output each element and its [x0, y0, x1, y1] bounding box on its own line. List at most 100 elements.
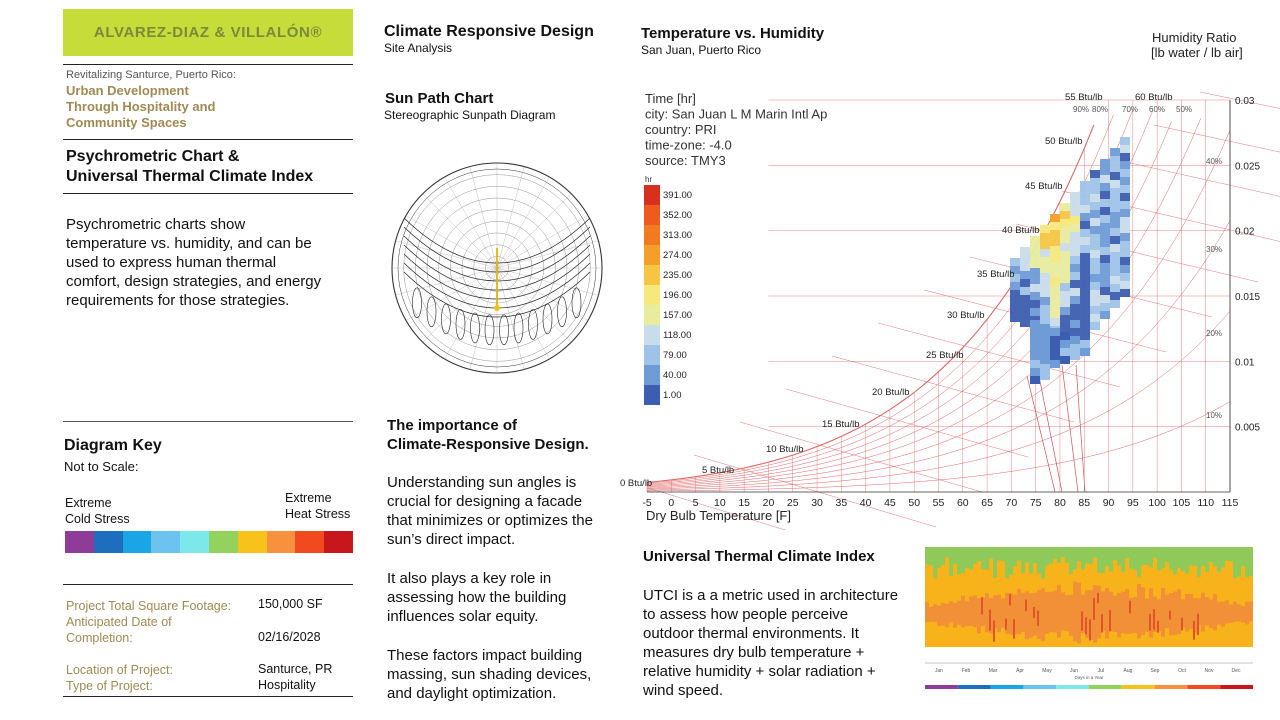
utci-cell [1141, 587, 1145, 636]
enthalpy-line [647, 487, 787, 530]
heat-cell [1080, 205, 1090, 213]
utci-cell [1221, 601, 1225, 627]
heat-cell [1050, 344, 1060, 352]
heat-cell [1080, 348, 1090, 356]
heat-cell [1050, 230, 1060, 238]
info-label-location: Location of Project: [66, 663, 174, 677]
heat-cell [1110, 156, 1120, 164]
heat-cell [1100, 223, 1110, 231]
heat-cell [1100, 295, 1110, 303]
x-axis-label: Dry Bulb Temperature [F] [646, 508, 791, 523]
azimuth-line [496, 215, 589, 269]
chart-info-line: time-zone: -4.0 [645, 138, 732, 153]
info-value-sqft: 150,000 SF [258, 597, 323, 611]
heat-cell [1030, 244, 1040, 252]
x-tick-label: 110 [1197, 497, 1214, 509]
psychro-subtitle: San Juan, Puerto Rico [641, 43, 762, 57]
heat-cell [1090, 258, 1100, 266]
utci-cell [1153, 547, 1157, 558]
heat-cell [1120, 209, 1130, 217]
utci-cell [1081, 547, 1085, 570]
heat-cell [1060, 356, 1070, 364]
heat-cell [1110, 172, 1120, 180]
rh-label: 80% [1092, 105, 1108, 114]
info-value-type: Hospitality [258, 678, 316, 692]
utci-cell [1069, 547, 1073, 575]
utci-heatmap: Jan Feb Mar Apr May Jun Jul Aug Sep Oct Nov Dec Days… [925, 547, 1253, 689]
heat-cell [1050, 328, 1060, 336]
rh-label: 50% [1176, 105, 1192, 114]
key-right-line: Heat Stress [285, 507, 351, 521]
utci-cell [1181, 617, 1183, 631]
heat-cell [1050, 222, 1060, 230]
heat-cell [1060, 323, 1070, 331]
legend-swatch [644, 185, 660, 205]
utci-line: measures dry bulb temperature + [643, 644, 865, 661]
heat-cell [1040, 313, 1050, 321]
utci-month-label: Jan [935, 668, 943, 674]
utci-cell [1141, 547, 1145, 565]
utci-cell [1213, 593, 1217, 631]
heat-cell [1120, 193, 1130, 201]
utci-cell [1037, 547, 1041, 574]
legend-value: 118.00 [663, 330, 691, 341]
utci-cell [1029, 547, 1033, 574]
info-label-sqft: Project Total Square Footage: [66, 599, 232, 613]
utci-cell [1209, 599, 1213, 629]
y-tick-label: 0.02 [1235, 227, 1255, 238]
heat-cell [1030, 252, 1040, 260]
sidebar: ALVAREZ-DIAZ & VILLALÓN® Revitalizing Sa… [0, 0, 360, 720]
heat-cell [1050, 286, 1060, 294]
x-tick-label: 95 [1127, 497, 1139, 509]
heat-cell [1040, 289, 1050, 297]
heat-cell [1020, 287, 1030, 295]
utci-cell [1013, 547, 1017, 567]
key-color-bar [65, 531, 353, 553]
utci-cell [1009, 593, 1013, 635]
key-title: Diagram Key [64, 437, 162, 454]
chart-info-line: city: San Juan L M Marin Intl Ap [645, 107, 827, 122]
heat-cell [1080, 333, 1090, 341]
heat-cell [1090, 202, 1100, 210]
y-tick-label: 0.01 [1235, 357, 1255, 368]
psychro-title: Temperature vs. Humidity [641, 25, 825, 42]
utci-cell [1181, 547, 1185, 572]
utci-cell [997, 594, 1001, 633]
heat-cell [1060, 275, 1070, 283]
heat-cell [1110, 236, 1120, 244]
heat-cell [1070, 232, 1080, 240]
heat-cell [1110, 252, 1120, 260]
heat-cell [1080, 181, 1090, 189]
azimuth-line [422, 193, 498, 269]
info-value-date: 02/16/2028 [258, 630, 321, 644]
enthalpy-line [877, 322, 1121, 388]
utci-cell [1161, 588, 1165, 637]
utci-month-label: Jul [1098, 668, 1104, 674]
azimuth-line [405, 215, 498, 269]
azimuth-line [496, 267, 525, 370]
description-line: Psychrometric charts show [66, 216, 246, 233]
utci-cell [1013, 619, 1015, 639]
key-color-swatch [93, 531, 123, 553]
heat-cell [1050, 318, 1060, 326]
utci-cell [949, 547, 953, 577]
utci-cell [1225, 600, 1229, 624]
enthalpy-label: 10 Btu/lb [766, 444, 804, 455]
utci-cell [1081, 611, 1083, 631]
importance-title-line: The importance of [387, 417, 518, 434]
utci-cell [1133, 597, 1137, 633]
heat-cell [1050, 238, 1060, 246]
utci-month-label: Dec [1232, 668, 1241, 674]
utci-stress-swatch [1220, 685, 1253, 689]
x-tick-label: 105 [1173, 497, 1191, 509]
utci-cell [1149, 588, 1153, 638]
legend-swatch [644, 225, 660, 245]
utci-cell [981, 597, 983, 615]
heat-cell [1020, 319, 1030, 327]
heat-cell [1060, 227, 1070, 235]
azimuth-line [444, 176, 498, 269]
utci-cell [1105, 587, 1109, 639]
utci-cell [925, 547, 929, 565]
x-tick-label: 75 [1030, 497, 1042, 509]
heat-cell [1090, 274, 1100, 282]
